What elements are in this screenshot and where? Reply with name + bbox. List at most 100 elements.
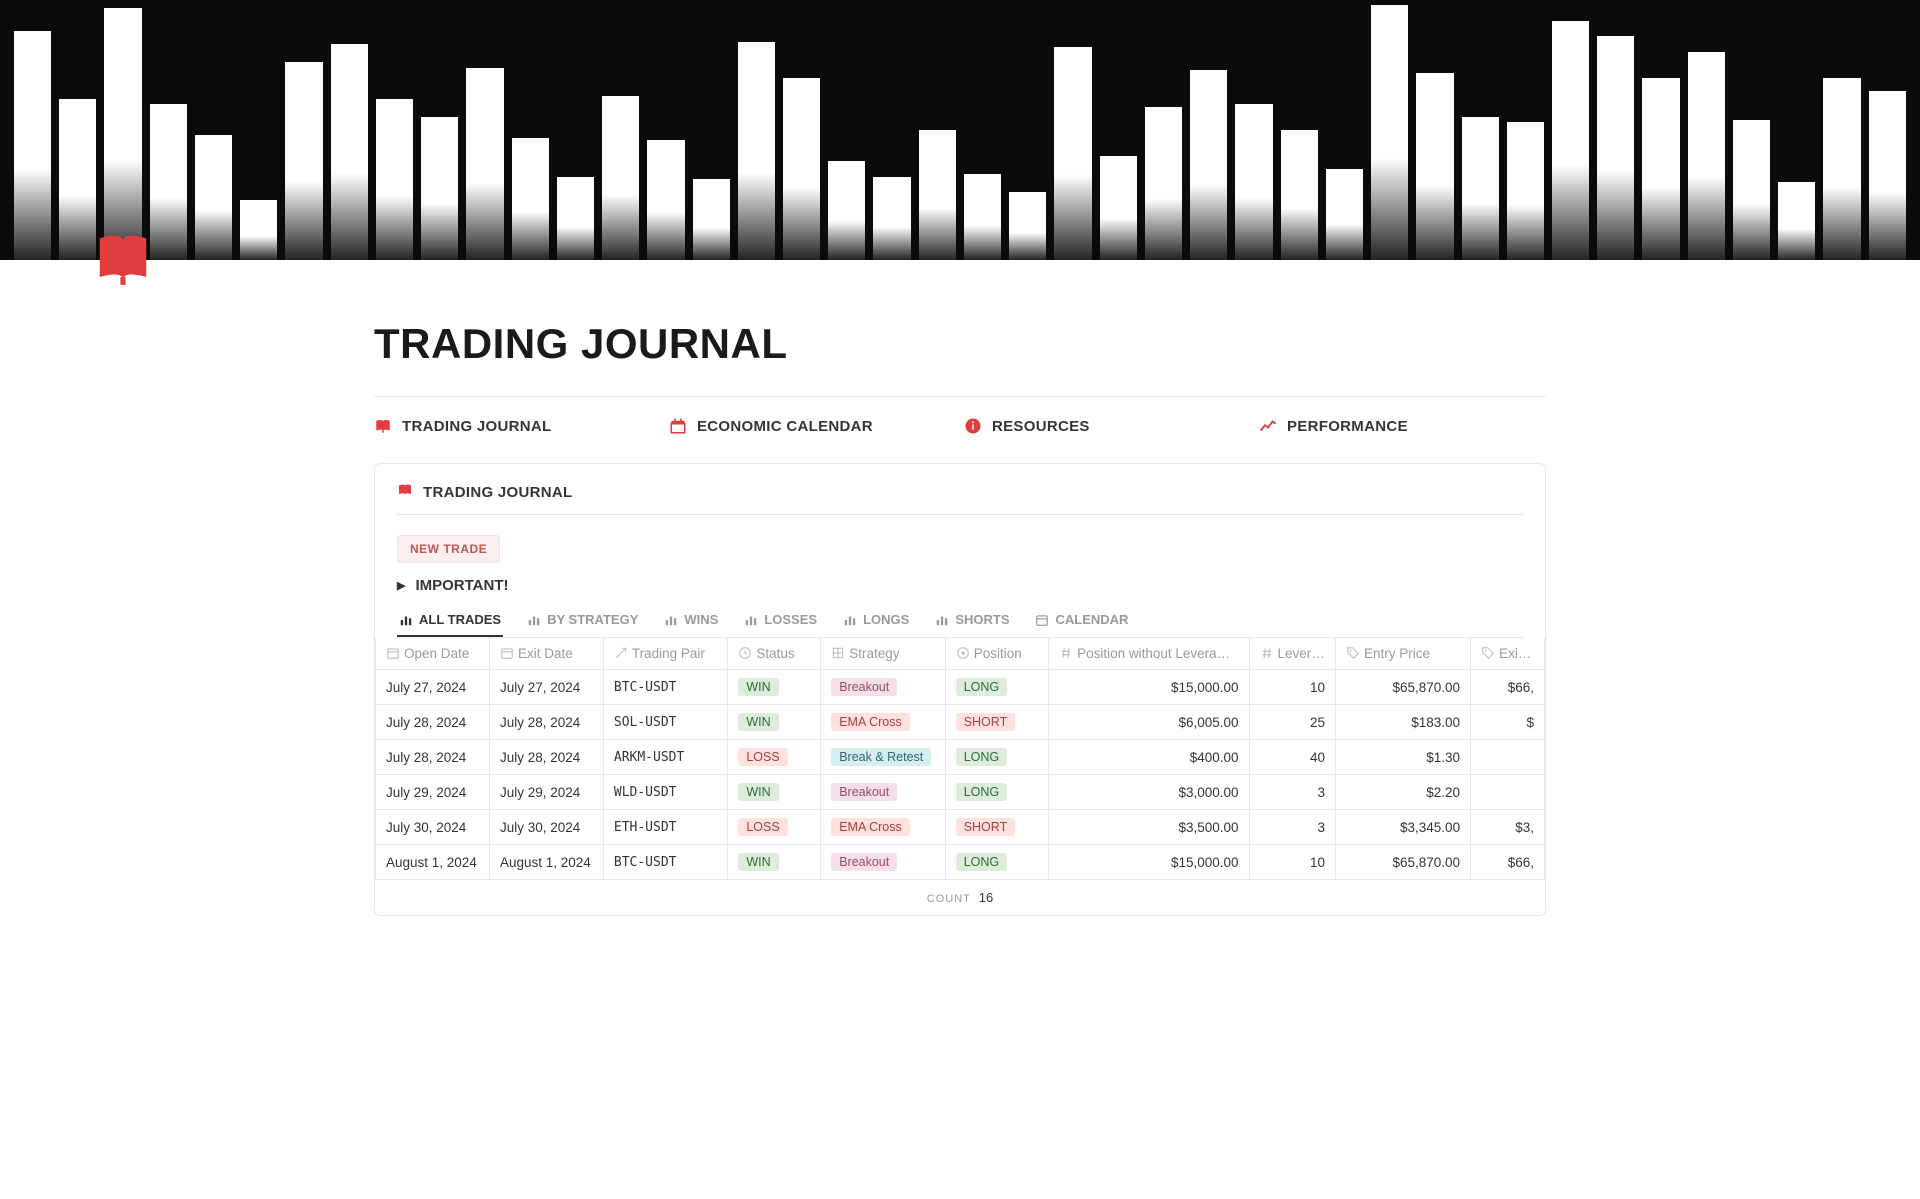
- nav-item-economic-calendar[interactable]: ECONOMIC CALENDAR: [669, 417, 956, 435]
- hero-bar: [557, 177, 594, 260]
- cell-exit-price: $: [1471, 705, 1545, 740]
- col-leverage[interactable]: Levera…: [1249, 638, 1336, 670]
- hero-bar: [1326, 169, 1363, 260]
- cell-position: LONG: [945, 845, 1048, 880]
- cell-position: SHORT: [945, 810, 1048, 845]
- hero-bar: [1507, 122, 1544, 260]
- tab-wins[interactable]: WINS: [662, 612, 720, 637]
- hero-bar: [1597, 36, 1634, 260]
- col-pos_wo_lev[interactable]: Position without Levera…: [1049, 638, 1249, 670]
- cell-position: LONG: [945, 670, 1048, 705]
- col-position[interactable]: Position: [945, 638, 1048, 670]
- table-row[interactable]: July 28, 2024July 28, 2024ARKM-USDTLOSSB…: [376, 740, 1545, 775]
- card-divider: [397, 514, 1523, 515]
- hero-bar: [1235, 104, 1272, 260]
- table-row[interactable]: August 1, 2024August 1, 2024BTC-USDTWINB…: [376, 845, 1545, 880]
- cell-leverage: 10: [1249, 845, 1336, 880]
- col-exit_price[interactable]: Exit Pric: [1471, 638, 1545, 670]
- tab-losses[interactable]: LOSSES: [742, 612, 819, 637]
- cell-pair: ARKM-USDT: [603, 740, 727, 775]
- bar-icon: [527, 613, 541, 627]
- cell-strategy: EMA Cross: [821, 705, 945, 740]
- nav-item-resources[interactable]: RESOURCES: [964, 417, 1251, 435]
- cell-open-date: July 29, 2024: [376, 775, 490, 810]
- cal-icon: [386, 646, 400, 660]
- nav-item-performance[interactable]: PERFORMANCE: [1259, 417, 1546, 435]
- tab-shorts[interactable]: SHORTS: [933, 612, 1011, 637]
- col-pair[interactable]: Trading Pair: [603, 638, 727, 670]
- bar-icon: [843, 613, 857, 627]
- cell-status: WIN: [728, 705, 821, 740]
- new-trade-button[interactable]: NEW TRADE: [397, 535, 500, 563]
- hero-bar: [150, 104, 187, 260]
- cell-exit-date: August 1, 2024: [489, 845, 603, 880]
- tab-label: CALENDAR: [1055, 612, 1128, 627]
- book-icon: [397, 482, 413, 502]
- pill: SHORT: [956, 713, 1016, 731]
- hero-banner: [0, 0, 1920, 260]
- count-label: COUNT: [927, 893, 971, 905]
- pill: WIN: [738, 678, 778, 696]
- hero-bar: [1190, 70, 1227, 260]
- hero-bar: [602, 96, 639, 260]
- cell-status: LOSS: [728, 810, 821, 845]
- cell-pos-wo-lev: $6,005.00: [1049, 705, 1249, 740]
- table-container: Open DateExit DateTrading PairStatusStra…: [375, 638, 1545, 880]
- hero-bar: [647, 140, 684, 260]
- col-open_date[interactable]: Open Date: [376, 638, 490, 670]
- page-icon-book: [92, 228, 154, 290]
- cell-position: LONG: [945, 775, 1048, 810]
- pill: LONG: [956, 678, 1007, 696]
- hero-bar: [512, 138, 549, 260]
- table-row[interactable]: July 27, 2024July 27, 2024BTC-USDTWINBre…: [376, 670, 1545, 705]
- cell-position: SHORT: [945, 705, 1048, 740]
- cell-entry-price: $183.00: [1336, 705, 1471, 740]
- cell-exit-price: $3,: [1471, 810, 1545, 845]
- table-row[interactable]: July 29, 2024July 29, 2024WLD-USDTWINBre…: [376, 775, 1545, 810]
- hero-bar: [59, 99, 96, 260]
- tab-all[interactable]: ALL TRADES: [397, 612, 503, 637]
- tab-label: BY STRATEGY: [547, 612, 638, 627]
- pill: Breakout: [831, 783, 897, 801]
- table-row[interactable]: July 30, 2024July 30, 2024ETH-USDTLOSSEM…: [376, 810, 1545, 845]
- hero-bar: [1009, 192, 1046, 260]
- pill: SHORT: [956, 818, 1016, 836]
- cell-exit-date: July 30, 2024: [489, 810, 603, 845]
- tag-icon: [1346, 646, 1360, 660]
- pill: Breakout: [831, 678, 897, 696]
- cell-exit-date: July 28, 2024: [489, 705, 603, 740]
- cell-leverage: 40: [1249, 740, 1336, 775]
- hero-bar: [421, 117, 458, 260]
- tab-label: LOSSES: [764, 612, 817, 627]
- cell-leverage: 3: [1249, 810, 1336, 845]
- col-entry_price[interactable]: Entry Price: [1336, 638, 1471, 670]
- cell-leverage: 10: [1249, 670, 1336, 705]
- nav-label: RESOURCES: [992, 418, 1090, 435]
- hash-icon: [1059, 646, 1073, 660]
- pill: LONG: [956, 783, 1007, 801]
- info-icon: [964, 417, 982, 435]
- pill: Break & Retest: [831, 748, 931, 766]
- link-icon: [614, 646, 628, 660]
- cell-exit-price: [1471, 775, 1545, 810]
- cell-strategy: Breakout: [821, 670, 945, 705]
- col-status[interactable]: Status: [728, 638, 821, 670]
- tab-calendar[interactable]: CALENDAR: [1033, 612, 1130, 637]
- cell-pair: BTC-USDT: [603, 845, 727, 880]
- hero-bar: [195, 135, 232, 260]
- tab-strategy[interactable]: BY STRATEGY: [525, 612, 640, 637]
- pill: Breakout: [831, 853, 897, 871]
- nav-row: TRADING JOURNAL ECONOMIC CALENDAR RESOURCE…: [374, 417, 1546, 435]
- pill: WIN: [738, 853, 778, 871]
- chevron-right-icon: ▶: [397, 579, 405, 592]
- table-row[interactable]: July 28, 2024July 28, 2024SOL-USDTWINEMA…: [376, 705, 1545, 740]
- tab-longs[interactable]: LONGS: [841, 612, 911, 637]
- nav-item-trading-journal[interactable]: TRADING JOURNAL: [374, 417, 661, 435]
- hero-bar: [1642, 78, 1679, 260]
- cell-exit-price: $66,: [1471, 845, 1545, 880]
- cell-position: LONG: [945, 740, 1048, 775]
- important-toggle[interactable]: ▶ IMPORTANT!: [397, 577, 1523, 594]
- cell-pair: SOL-USDT: [603, 705, 727, 740]
- col-strategy[interactable]: Strategy: [821, 638, 945, 670]
- col-exit_date[interactable]: Exit Date: [489, 638, 603, 670]
